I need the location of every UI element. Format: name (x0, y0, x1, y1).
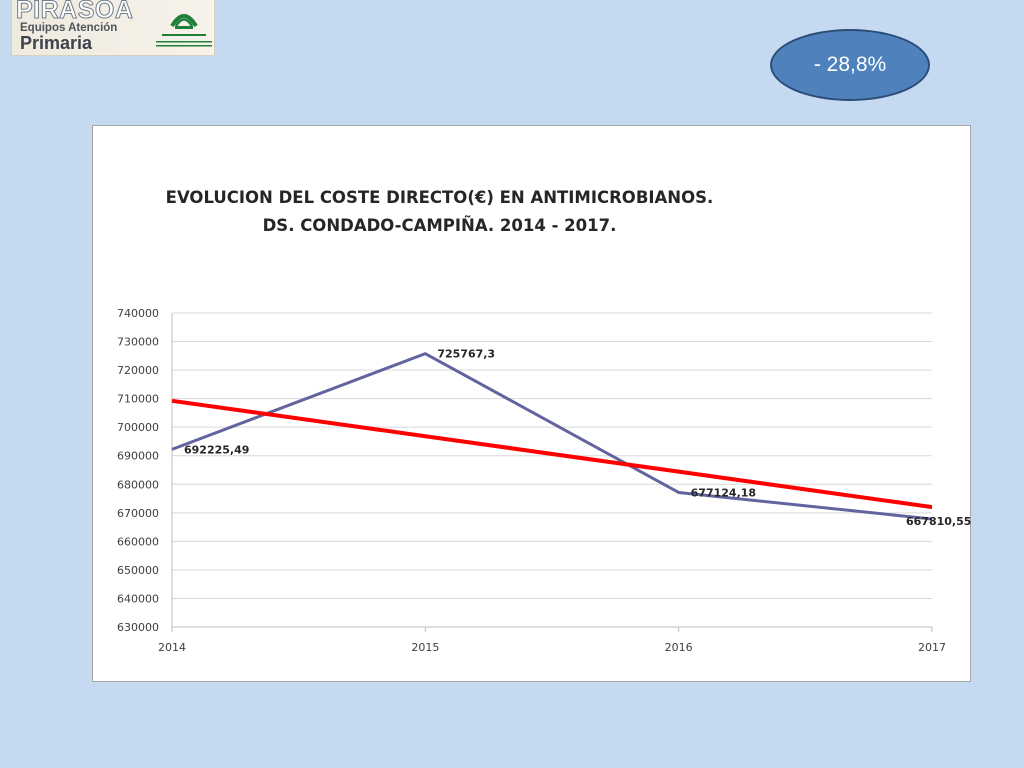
logo-subtitle: Equipos Atención (20, 22, 118, 34)
x-tick-label: 2017 (918, 641, 946, 654)
x-tick-label: 2014 (158, 641, 186, 654)
y-tick-label: 630000 (117, 621, 159, 634)
x-tick-label: 2015 (411, 641, 439, 654)
change-percentage-badge: - 28,8% (770, 29, 930, 101)
y-tick-label: 740000 (117, 307, 159, 320)
trendline (171, 398, 933, 510)
junta-andalucia-seal-icon (156, 14, 212, 47)
data-label: 725767,3 (437, 348, 495, 361)
y-tick-label: 730000 (117, 336, 159, 349)
chart-title: EVOLUCION DEL COSTE DIRECTO(€) EN ANTIMI… (165, 188, 714, 207)
pirasoa-logo: PIRASOA Equipos Atención Primaria (12, 0, 214, 55)
y-tick-label: 680000 (117, 478, 159, 491)
y-tick-label: 700000 (117, 421, 159, 434)
data-label: 692225,49 (184, 443, 249, 456)
logo-subtitle-2: Primaria (20, 33, 93, 53)
chart-subtitle: DS. CONDADO-CAMPIÑA. 2014 - 2017. (262, 216, 617, 235)
data-label: 667810,55 (906, 515, 971, 528)
series-line-coste (171, 352, 933, 521)
data-label: 677124,18 (691, 486, 756, 499)
y-tick-label: 690000 (117, 450, 159, 463)
y-tick-label: 640000 (117, 592, 159, 605)
y-tick-label: 650000 (117, 564, 159, 577)
logo-title: PIRASOA (15, 0, 134, 25)
chart-panel (92, 125, 971, 682)
y-tick-label: 660000 (117, 535, 159, 548)
x-tick-label: 2016 (665, 641, 693, 654)
y-tick-label: 710000 (117, 393, 159, 406)
y-tick-label: 670000 (117, 507, 159, 520)
y-tick-label: 720000 (117, 364, 159, 377)
